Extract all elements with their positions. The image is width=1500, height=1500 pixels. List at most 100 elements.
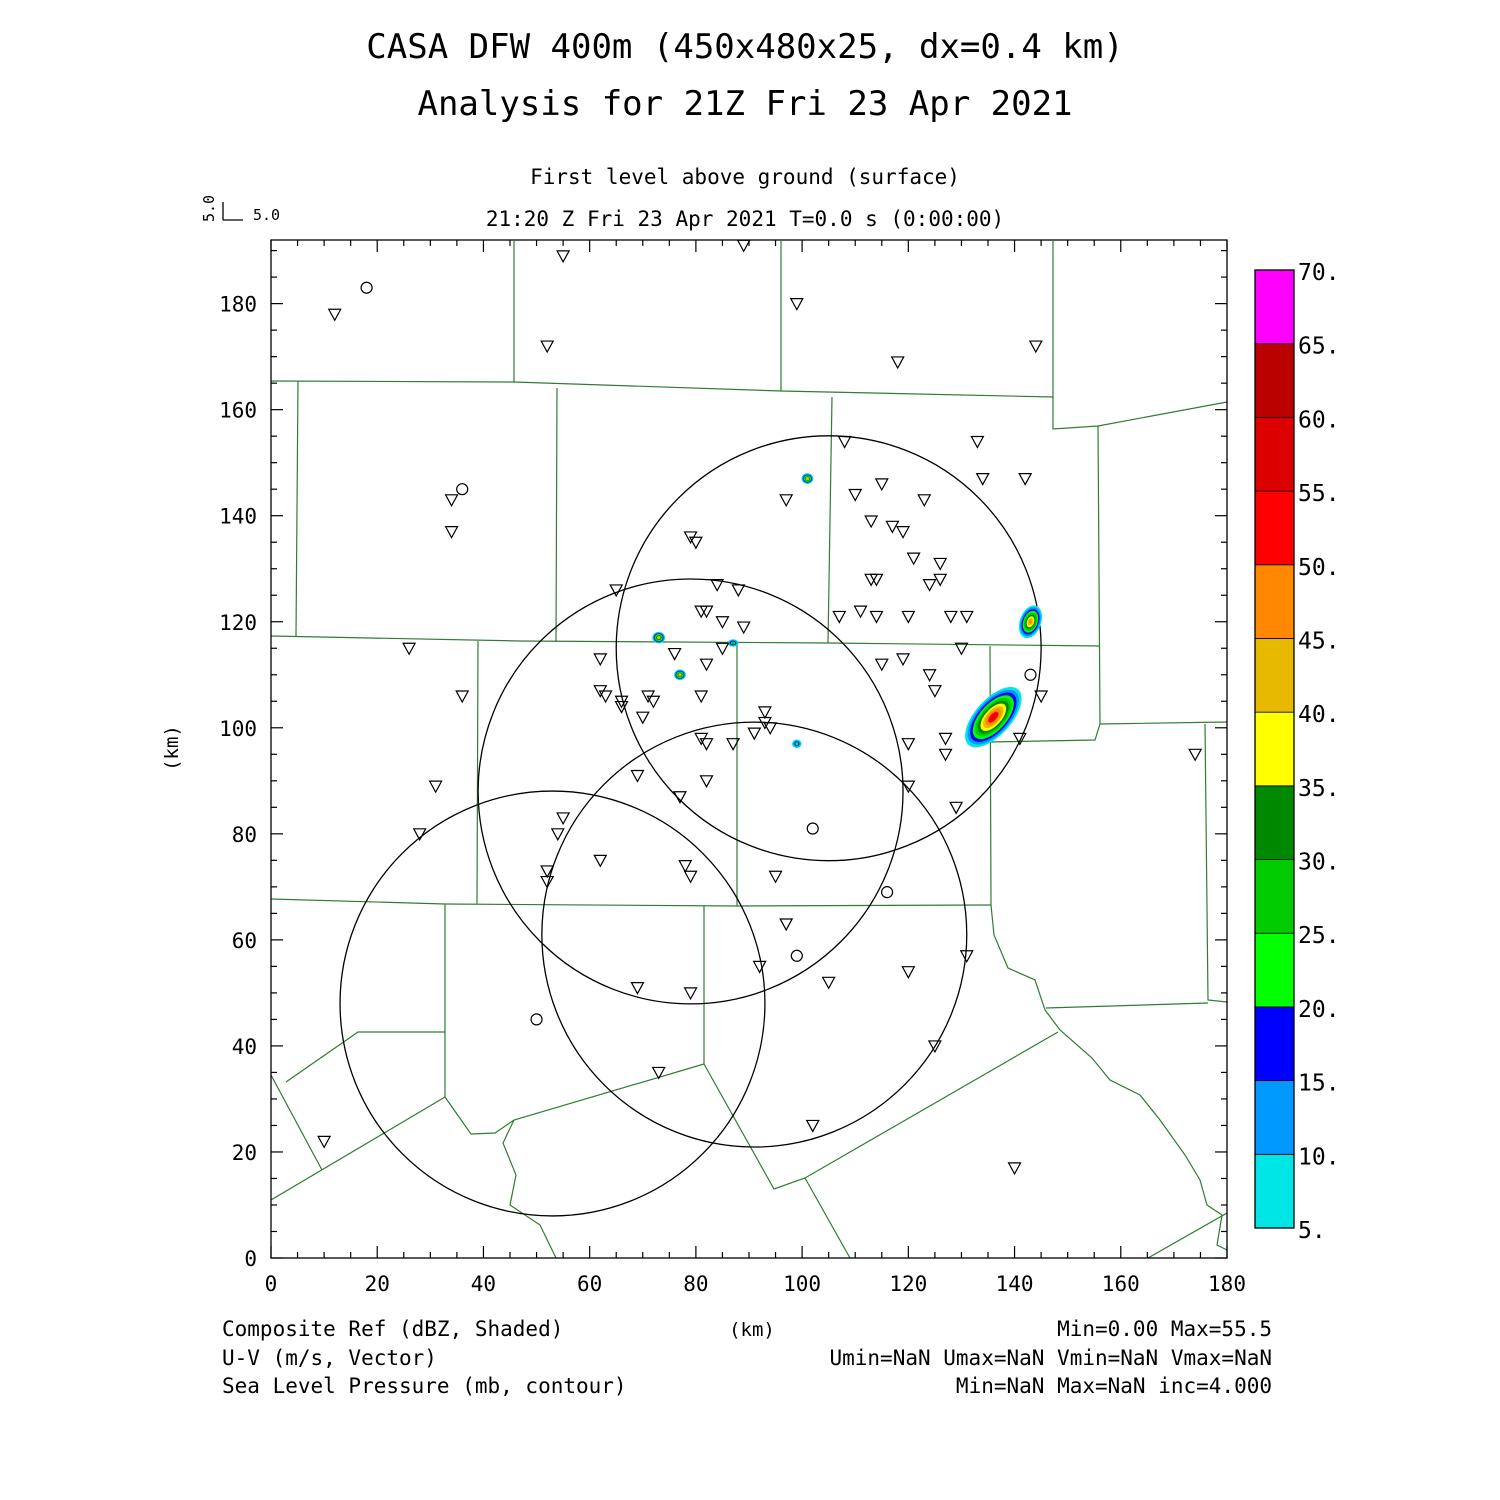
station-marker [710, 579, 725, 592]
colorbar-swatch [1254, 932, 1295, 1008]
station-marker [402, 642, 417, 656]
station-marker [556, 812, 571, 826]
station-marker [869, 573, 884, 587]
station-marker [699, 775, 714, 789]
county-boundary [1045, 1002, 1209, 1009]
county-boundary [271, 1074, 323, 1171]
station-marker [672, 791, 687, 804]
county-boundary [1204, 723, 1227, 1003]
colorbar-label: 50. [1298, 555, 1340, 581]
station-marker [731, 584, 746, 598]
station-marker [651, 1066, 666, 1080]
colorbar-label: 15. [1298, 1071, 1340, 1097]
station-marker [699, 658, 714, 672]
station-marker [667, 647, 682, 661]
x-tick-label: 80 [683, 1272, 708, 1296]
y-tick-label: 100 [219, 717, 257, 741]
county-boundary [989, 721, 1227, 743]
county-boundary [513, 241, 782, 392]
county-boundary [476, 640, 479, 905]
station-marker [938, 748, 953, 762]
reflectivity-cell [1018, 605, 1043, 639]
axis-ticks: 0 20 40 60 80 100 120 140 160 180 0 20 40 60 80 100 120 1… [219, 240, 1246, 1296]
reflectivity-cell [652, 631, 666, 644]
x-tick-label: 60 [577, 1272, 602, 1296]
footer-right: Min=0.00 Max=55.5 Umin=NaN Umax=NaN Vmin… [829, 1317, 1272, 1398]
station-marker [699, 605, 714, 619]
colorbar-swatch [1254, 1006, 1295, 1082]
station-circle-marker [360, 281, 373, 294]
station-marker [864, 515, 879, 529]
station-marker [593, 653, 608, 667]
y-tick-label: 0 [244, 1247, 257, 1271]
station-marker [901, 966, 916, 979]
station-marker [805, 1119, 820, 1133]
station-marker [922, 669, 937, 683]
county-boundary [703, 906, 1059, 1190]
station-marker [550, 828, 565, 842]
colorbar-label: 70. [1298, 260, 1340, 286]
station-marker [683, 987, 698, 1001]
colorbar-label: 55. [1298, 481, 1340, 507]
colorbar-label: 30. [1298, 850, 1340, 876]
radar-range-ring [477, 578, 904, 1005]
colorbar-label: 10. [1298, 1144, 1340, 1170]
colorbar-swatch [1254, 711, 1295, 787]
map-frame [270, 239, 1228, 1259]
station-marker [688, 536, 703, 550]
station-marker [975, 472, 990, 486]
reflectivity-cell [674, 669, 686, 681]
station-marker [896, 653, 911, 667]
footer-shaded-field: Composite Ref (dBZ, Shaded) [222, 1317, 563, 1341]
station-marker [896, 526, 911, 539]
station-marker [317, 1135, 332, 1149]
station-marker [646, 695, 661, 709]
county-boundary [780, 241, 1054, 398]
colorbar-label: 35. [1298, 776, 1340, 802]
valid-time-label: 21:20 Z Fri 23 Apr 2021 T=0.0 s (0:00:00… [486, 207, 1004, 231]
station-marker [853, 605, 868, 619]
station-marker [837, 435, 852, 449]
colorbar-label: 65. [1298, 334, 1340, 360]
station-marker [540, 865, 555, 879]
y-tick-label: 180 [219, 293, 257, 317]
station-marker [906, 552, 921, 566]
station-marker [614, 700, 629, 714]
station-marker [779, 918, 794, 932]
colorbar-swatch [1254, 785, 1295, 860]
station-marker [848, 488, 863, 502]
station-marker [752, 960, 767, 974]
map-title: CASA DFW 400m (450x480x25, dx=0.4 km) [366, 27, 1123, 67]
station-marker [747, 727, 762, 741]
y-tick-label: 20 [232, 1141, 257, 1165]
county-boundary [271, 898, 992, 907]
station-marker [630, 981, 645, 995]
station-marker [779, 494, 794, 508]
station-circle-marker [530, 1013, 543, 1026]
footer-vector-field: U-V (m/s, Vector) [222, 1346, 437, 1370]
station-circle-marker [1024, 668, 1037, 681]
colorbar-swatch [1254, 490, 1295, 566]
station-marker [736, 240, 751, 253]
map-content [271, 240, 1227, 1258]
county-boundary [285, 1031, 445, 1083]
station-marker [757, 706, 772, 720]
vector-key-u-label: 5.0 [253, 206, 280, 224]
colorbar-swatch [1254, 343, 1295, 418]
station-marker [444, 494, 459, 508]
station-marker [715, 642, 730, 656]
station-marker [1012, 732, 1027, 746]
station-marker [885, 520, 900, 534]
vector-key: 5.0 5.0 [200, 195, 280, 224]
station-marker [901, 610, 916, 624]
colorbar-swatch [1254, 1153, 1295, 1229]
x-tick-label: 0 [265, 1272, 278, 1296]
footer-vector-range: Umin=NaN Umax=NaN Vmin=NaN Vmax=NaN [829, 1346, 1272, 1370]
county-boundary [271, 241, 515, 383]
county-boundary [1097, 425, 1101, 725]
station-marker [922, 579, 937, 592]
station-circle-marker [456, 483, 469, 496]
station-marker [1028, 340, 1043, 354]
station-marker [789, 298, 804, 311]
